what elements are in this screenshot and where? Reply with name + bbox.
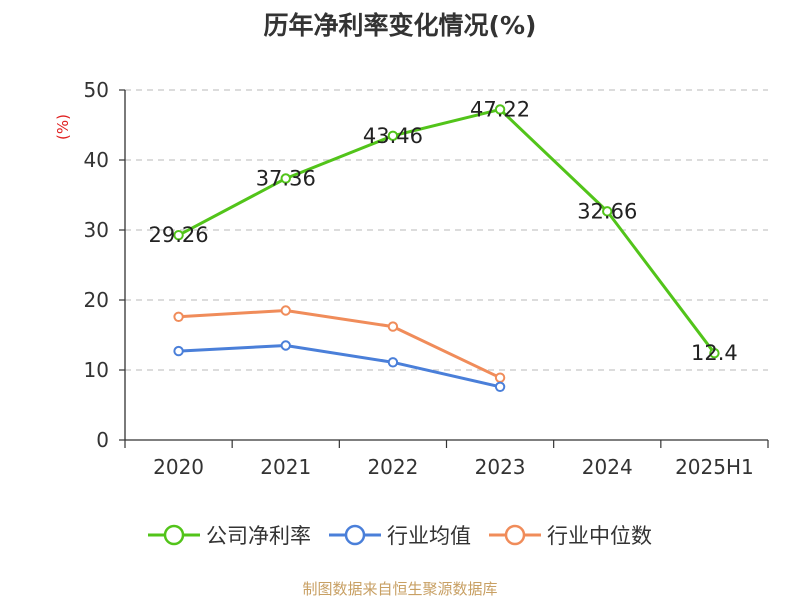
y-tick-label: 40	[84, 148, 109, 172]
data-point	[494, 381, 506, 392]
data-point	[173, 311, 184, 322]
y-tick-label: 0	[96, 428, 109, 452]
x-tick-label: 2022	[367, 455, 418, 479]
legend-label: 公司净利率	[206, 524, 311, 548]
data-point	[280, 305, 291, 316]
data-labels: 29.26 37.36 43.46 47.22 32.66 12.4	[149, 97, 738, 365]
series-line	[177, 107, 716, 355]
data-label: 32.66	[577, 199, 637, 223]
legend-marker-icon	[489, 524, 541, 546]
y-tick-label: 50	[84, 78, 109, 102]
data-point	[173, 229, 184, 241]
data-label: 12.4	[691, 341, 738, 365]
data-point	[602, 206, 613, 217]
data-label: 29.26	[149, 223, 209, 247]
legend-label: 行业中位数	[547, 524, 652, 548]
data-point	[494, 372, 506, 383]
y-tick-label: 10	[84, 358, 109, 382]
series-line	[178, 344, 501, 389]
legend-item: 行业均值	[329, 520, 471, 550]
data-point	[280, 173, 291, 184]
data-label: 43.46	[363, 124, 423, 148]
series-line	[178, 309, 501, 380]
data-point	[387, 321, 399, 332]
legend-marker-icon	[329, 524, 381, 546]
x-tick-label: 2024	[582, 455, 633, 479]
legend-item: 行业中位数	[489, 520, 652, 550]
legend-label: 行业均值	[387, 524, 471, 548]
data-point	[280, 340, 291, 351]
source-note: 制图数据来自恒生聚源数据库	[302, 580, 498, 598]
legend: 公司净利率 行业均值 行业中位数	[0, 520, 800, 550]
data-point	[387, 357, 399, 368]
data-point	[173, 345, 184, 357]
legend-marker-icon	[148, 524, 200, 546]
series-lines	[173, 104, 720, 392]
y-axis-label: (%)	[54, 114, 72, 140]
data-point	[387, 130, 399, 141]
x-tick-label: 2021	[260, 455, 311, 479]
x-tick-label: 2025H1	[675, 455, 754, 479]
chart-title: 历年净利率变化情况(%)	[263, 11, 537, 40]
x-tick-label: 2023	[475, 455, 526, 479]
y-tick-label: 30	[84, 218, 109, 242]
y-tick-label: 20	[84, 288, 109, 312]
data-label: 47.22	[470, 97, 530, 121]
axes: 0 10 20 30 40 50 (%) 2020 2021 2022 2023 2024 2025H1	[54, 78, 769, 479]
x-tick-label: 2020	[153, 455, 204, 479]
data-point	[709, 348, 720, 359]
data-point	[494, 104, 506, 115]
legend-item: 公司净利率	[148, 520, 311, 550]
data-label: 37.36	[256, 166, 316, 190]
grid-lines	[125, 89, 768, 371]
